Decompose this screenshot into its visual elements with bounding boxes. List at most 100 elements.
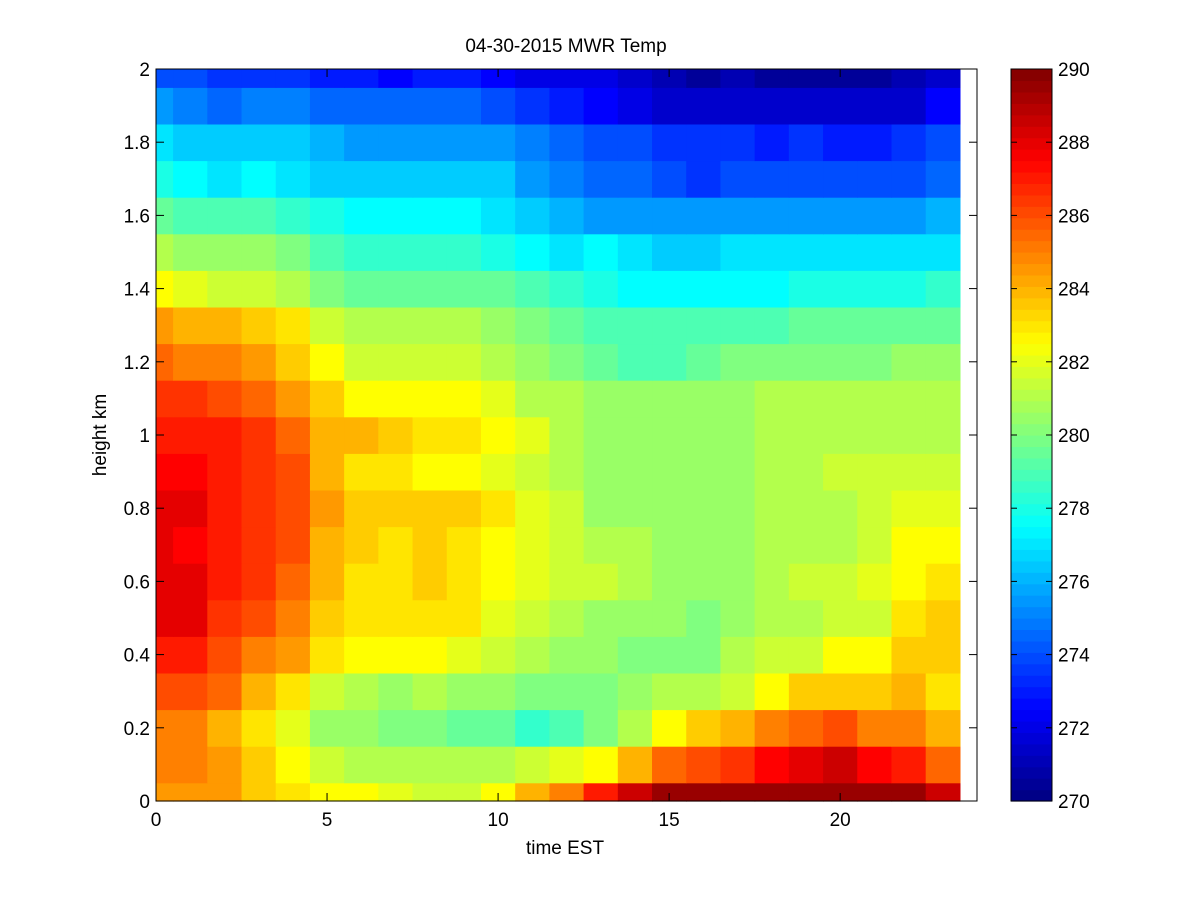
heatmap-cell [378, 69, 414, 88]
heatmap-cell [275, 197, 311, 235]
colorbar-segment [1011, 206, 1052, 219]
heatmap-cell [857, 489, 893, 528]
colorbar-tick-label: 282 [1058, 353, 1090, 374]
heatmap-cell [378, 672, 414, 711]
heatmap-cell [241, 343, 277, 381]
heatmap-cell [378, 233, 414, 271]
colorbar-segment [1011, 377, 1052, 390]
heatmap-cell [617, 343, 653, 381]
heatmap-cell [241, 453, 277, 491]
heatmap-cell [686, 489, 722, 528]
heatmap-cell [583, 270, 619, 308]
heatmap-cell [720, 636, 756, 674]
heatmap-cell [652, 746, 687, 784]
heatmap-cell [241, 599, 277, 637]
heatmap-cell [156, 343, 174, 381]
heatmap-cell [275, 526, 311, 564]
colorbar-segment [1011, 560, 1052, 573]
colorbar-tick-label: 286 [1058, 206, 1090, 227]
colorbar-segment [1011, 457, 1052, 470]
colorbar-segment [1011, 675, 1052, 688]
heatmap-cell [156, 197, 174, 235]
heatmap-cell [686, 160, 722, 198]
heatmap-cell [617, 306, 653, 345]
heatmap-cell [549, 636, 585, 674]
heatmap-cell [788, 343, 824, 381]
heatmap-cell [754, 270, 790, 308]
heatmap-cell [788, 416, 824, 454]
heatmap-cell [686, 563, 722, 601]
heatmap-cell [617, 526, 653, 564]
heatmap-cell [857, 69, 893, 88]
heatmap-cell [446, 489, 482, 528]
heatmap-cell [207, 270, 243, 308]
x-tick-label: 20 [830, 810, 851, 831]
colorbar-segment [1011, 789, 1052, 802]
heatmap-cell [207, 526, 243, 564]
heatmap-cell [686, 672, 722, 711]
heatmap-cell [412, 380, 448, 418]
heatmap-cell [686, 233, 722, 271]
heatmap-cell [652, 672, 687, 711]
heatmap-cell [857, 343, 893, 381]
heatmap-cell [156, 709, 174, 747]
heatmap-cell [549, 160, 585, 198]
heatmap-cell [891, 526, 927, 564]
heatmap-cell [446, 709, 482, 747]
y-tick-label: 1.6 [124, 206, 150, 227]
heatmap-cell [241, 782, 277, 802]
heatmap-cell [275, 233, 311, 271]
heatmap-cell [857, 453, 893, 491]
heatmap-cell [412, 709, 448, 747]
heatmap-cell [617, 489, 653, 528]
heatmap-cell [173, 563, 208, 601]
x-tick-label: 15 [659, 810, 680, 831]
heatmap-cell [156, 160, 174, 198]
heatmap-cell [823, 123, 858, 162]
colorbar-segment [1011, 572, 1052, 585]
colorbar-segment [1011, 492, 1052, 505]
heatmap-cell [480, 782, 516, 802]
heatmap-cell [925, 782, 961, 802]
heatmap-cell [617, 599, 653, 637]
heatmap-cell [344, 453, 379, 491]
heatmap-cell [309, 87, 345, 125]
heatmap-cell [344, 563, 379, 601]
heatmap-cell [275, 746, 311, 784]
heatmap-cell [788, 453, 824, 491]
heatmap-cell [446, 197, 482, 235]
heatmap-cell [446, 123, 482, 162]
heatmap-cell [275, 782, 311, 802]
heatmap-cell [549, 453, 585, 491]
heatmap-cell [823, 233, 858, 271]
colorbar-segment [1011, 149, 1052, 162]
heatmap-cell [344, 123, 379, 162]
colorbar-tick-label: 280 [1058, 426, 1090, 447]
heatmap-cell [754, 123, 790, 162]
heatmap-cell [617, 416, 653, 454]
heatmap-cell [515, 123, 550, 162]
heatmap-cell [412, 782, 448, 802]
y-tick-label: 1 [139, 426, 150, 447]
heatmap-cell [686, 306, 722, 345]
heatmap-cell [344, 87, 379, 125]
heatmap-cell [309, 416, 345, 454]
heatmap-cell [446, 782, 482, 802]
heatmap-cell [720, 197, 756, 235]
heatmap-cell [412, 563, 448, 601]
heatmap-cell [309, 672, 345, 711]
heatmap-cell [275, 489, 311, 528]
colorbar-segment [1011, 114, 1052, 127]
heatmap-cell [344, 233, 379, 271]
heatmap-cell [583, 746, 619, 784]
colorbar-segment [1011, 629, 1052, 642]
heatmap-cell [754, 380, 790, 418]
heatmap-cell [309, 306, 345, 345]
heatmap-cell [891, 709, 927, 747]
heatmap-cell [207, 782, 243, 802]
colorbar-segment [1011, 446, 1052, 459]
heatmap-cell [156, 599, 174, 637]
heatmap-cell [788, 709, 824, 747]
colorbar-segment [1011, 640, 1052, 653]
heatmap-cell [156, 69, 174, 88]
